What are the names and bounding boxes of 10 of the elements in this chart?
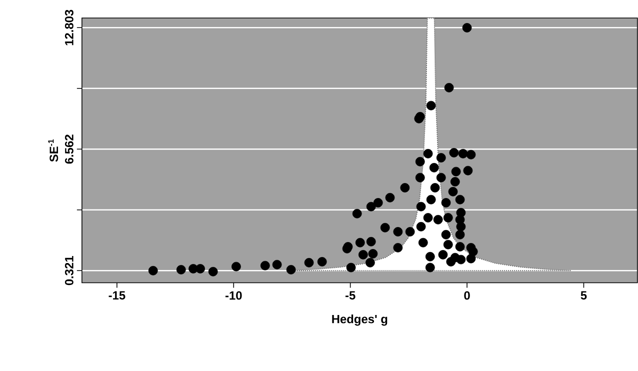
y-tick-label: 6.562	[64, 134, 74, 164]
x-axis-title: Hedges' g	[332, 314, 388, 326]
x-tick-label: 0	[464, 291, 470, 300]
y-tick-label: 0.321	[64, 256, 74, 286]
y-axis-title: SE$^{-1}$	[48, 139, 58, 162]
x-tick-label: 5	[580, 291, 587, 300]
y-tick-label: 12.803	[64, 10, 74, 46]
x-tick-label: -5	[345, 291, 356, 300]
x-tick-label: -10	[225, 291, 242, 300]
x-tick-label: -15	[108, 291, 126, 300]
